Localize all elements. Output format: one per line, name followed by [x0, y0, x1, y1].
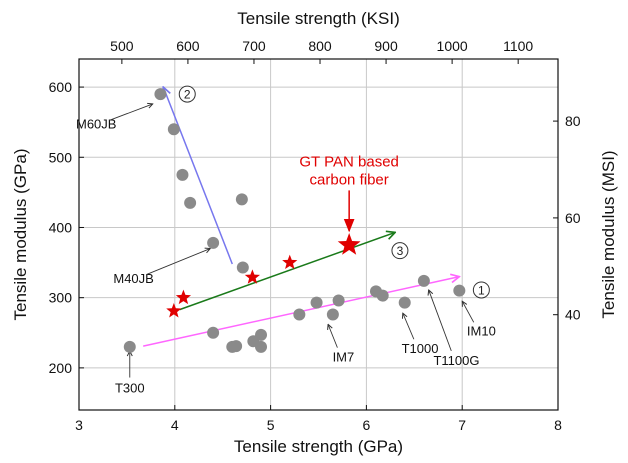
x-tick-label: 8 [554, 417, 562, 433]
data-point-star [166, 303, 182, 318]
annotation-label: M60JB [76, 117, 116, 132]
annotation-arrow [328, 324, 338, 348]
right-axis-title: Tensile modulus (MSI) [599, 150, 618, 318]
data-point-star [337, 233, 361, 255]
annotation-arrow [462, 301, 475, 323]
annotation-label: M40JB [113, 271, 153, 286]
annotation-arrow [403, 313, 415, 340]
annotation-arrow [146, 249, 211, 275]
data-point [453, 284, 466, 297]
trend-arrow [179, 232, 396, 311]
trend-arrows: 1 2 3 [143, 85, 490, 347]
right-tick-label: 60 [565, 210, 581, 226]
y-tick-label: 200 [49, 360, 73, 376]
top-tick-label: 700 [242, 38, 266, 54]
data-marks [123, 88, 466, 353]
annotation-arrow [109, 104, 152, 121]
data-point [398, 296, 411, 309]
y-axis-title: Tensile modulus (GPa) [11, 149, 30, 321]
data-point [332, 294, 345, 307]
x-tick-label: 4 [171, 417, 179, 433]
x-tick-label: 7 [458, 417, 466, 433]
top-tick-label: 1000 [437, 38, 468, 54]
top-tick-label: 800 [308, 38, 332, 54]
x-tick-label: 5 [267, 417, 275, 433]
right-tick-label: 80 [565, 113, 581, 129]
tick-labels: 3 4 5 6 7 8 500 600 700 800 900 1000 1100 200 300 400 50… [49, 38, 581, 433]
top-axis-title: Tensile strength (KSI) [237, 9, 400, 28]
data-point [236, 261, 249, 274]
data-point [123, 340, 136, 353]
trend-label-circle [472, 281, 490, 299]
x-tick-label: 3 [75, 417, 83, 433]
data-point [207, 236, 220, 249]
trend-label: 2 [184, 88, 191, 102]
annotation-label: IM7 [333, 350, 355, 365]
data-point [207, 326, 220, 339]
highlight-label-line: carbon fiber [310, 171, 389, 188]
data-point [167, 123, 180, 136]
trend-label-circle [178, 85, 196, 103]
top-tick-label: 900 [374, 38, 398, 54]
top-tick-label: 1100 [503, 38, 533, 54]
trend-label: 1 [478, 283, 485, 297]
data-point [293, 308, 306, 321]
y-tick-label: 500 [49, 149, 73, 165]
data-point [230, 340, 243, 353]
right-tick-label: 40 [565, 307, 581, 323]
annotation-label: T1000 [402, 341, 439, 356]
data-point [255, 328, 268, 341]
grid-lines [79, 59, 558, 410]
annotation-label: T300 [115, 381, 145, 396]
data-point [310, 296, 323, 309]
trend-arrow [163, 87, 233, 265]
data-point [176, 168, 189, 181]
annotation-label: T1100G [433, 353, 479, 368]
data-point [326, 308, 339, 321]
data-point [376, 289, 389, 302]
x-axis-title: Tensile strength (GPa) [234, 437, 403, 456]
top-tick-label: 500 [110, 38, 134, 54]
data-point-star [282, 254, 298, 270]
annotation-label: IM10 [467, 324, 496, 339]
data-point [184, 196, 197, 209]
data-point [255, 340, 268, 353]
highlight-label-line: GT PAN based [299, 153, 399, 170]
annotation-arrow [429, 290, 452, 352]
x-tick-label: 6 [363, 417, 371, 433]
data-point-star [175, 289, 192, 305]
plot-frame [78, 58, 559, 411]
trend-label: 3 [397, 244, 404, 258]
y-tick-label: 400 [49, 219, 73, 235]
plot-border [78, 58, 559, 411]
trend-label-circle [391, 242, 409, 260]
data-point-star [244, 269, 261, 284]
y-tick-label: 300 [49, 290, 73, 306]
data-point [154, 88, 167, 101]
top-tick-label: 600 [176, 38, 200, 54]
axis-titles: Tensile strength (GPa) Tensile strength … [11, 9, 618, 456]
data-point [417, 274, 430, 287]
data-point [235, 193, 248, 206]
y-tick-label: 600 [49, 79, 73, 95]
